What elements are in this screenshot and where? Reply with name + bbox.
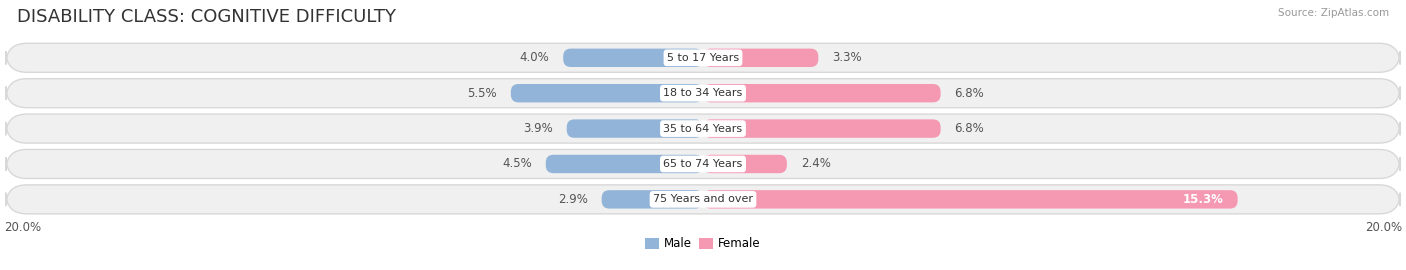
FancyBboxPatch shape: [6, 43, 1400, 72]
FancyBboxPatch shape: [6, 185, 1400, 214]
Text: 3.9%: 3.9%: [523, 122, 553, 135]
Text: Source: ZipAtlas.com: Source: ZipAtlas.com: [1278, 8, 1389, 18]
FancyBboxPatch shape: [567, 119, 703, 138]
FancyBboxPatch shape: [510, 84, 703, 102]
FancyBboxPatch shape: [703, 84, 941, 102]
Text: 6.8%: 6.8%: [955, 122, 984, 135]
Text: 3.3%: 3.3%: [832, 51, 862, 64]
FancyBboxPatch shape: [703, 49, 818, 67]
Text: 15.3%: 15.3%: [1182, 193, 1223, 206]
Text: DISABILITY CLASS: COGNITIVE DIFFICULTY: DISABILITY CLASS: COGNITIVE DIFFICULTY: [17, 8, 396, 26]
FancyBboxPatch shape: [703, 155, 787, 173]
FancyBboxPatch shape: [6, 150, 1400, 178]
Text: 35 to 64 Years: 35 to 64 Years: [664, 124, 742, 134]
Text: 18 to 34 Years: 18 to 34 Years: [664, 88, 742, 98]
Text: 2.9%: 2.9%: [558, 193, 588, 206]
Text: 20.0%: 20.0%: [4, 221, 41, 234]
Text: 75 Years and over: 75 Years and over: [652, 194, 754, 204]
FancyBboxPatch shape: [703, 119, 941, 138]
Text: 4.0%: 4.0%: [519, 51, 550, 64]
Text: 5 to 17 Years: 5 to 17 Years: [666, 53, 740, 63]
FancyBboxPatch shape: [6, 79, 1400, 108]
Text: 20.0%: 20.0%: [1365, 221, 1402, 234]
FancyBboxPatch shape: [602, 190, 703, 208]
FancyBboxPatch shape: [564, 49, 703, 67]
Text: 6.8%: 6.8%: [955, 87, 984, 100]
FancyBboxPatch shape: [546, 155, 703, 173]
Text: 5.5%: 5.5%: [467, 87, 496, 100]
Text: 4.5%: 4.5%: [502, 157, 531, 170]
FancyBboxPatch shape: [6, 114, 1400, 143]
Legend: Male, Female: Male, Female: [641, 233, 765, 255]
FancyBboxPatch shape: [703, 190, 1237, 208]
Text: 65 to 74 Years: 65 to 74 Years: [664, 159, 742, 169]
Text: 2.4%: 2.4%: [801, 157, 831, 170]
